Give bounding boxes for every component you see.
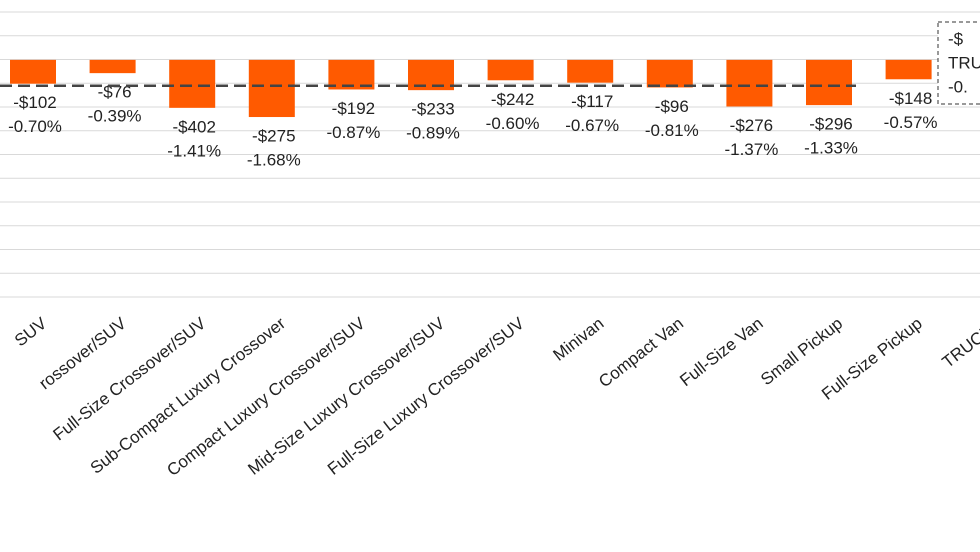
dollar-label: -$402 <box>172 117 215 136</box>
bar <box>567 59 614 83</box>
annotation-text: -0. <box>948 77 968 96</box>
dollar-label: -$233 <box>411 100 454 119</box>
value-label: -1.41% <box>167 141 221 160</box>
value-label: -1.37% <box>724 140 778 159</box>
dollar-label: -$117 <box>571 92 613 111</box>
value-label: -0.87% <box>326 123 380 142</box>
bar <box>487 59 534 81</box>
dollar-label: -$96 <box>655 97 689 116</box>
dollar-label: -$148 <box>889 89 932 108</box>
bar <box>646 59 693 88</box>
bar <box>885 59 932 80</box>
bar <box>10 59 56 84</box>
dollar-label: -$192 <box>332 99 375 118</box>
bar <box>806 59 852 106</box>
dollar-label: -$76 <box>98 83 132 102</box>
value-label: -0.67% <box>565 116 619 135</box>
dollar-label: -$276 <box>730 116 773 135</box>
value-label: -0.60% <box>486 114 540 133</box>
value-label: -0.70% <box>8 117 62 136</box>
value-label: -0.89% <box>406 124 460 143</box>
annotation-box <box>937 21 980 105</box>
value-label: -1.33% <box>804 139 858 158</box>
dollar-label: -$102 <box>13 93 56 112</box>
dollar-label: -$296 <box>809 115 852 134</box>
bar <box>726 59 773 107</box>
bar <box>89 59 136 74</box>
x-tick-label: TRUCKS <box>939 314 980 372</box>
x-tick-label: Compact Van <box>595 314 687 392</box>
x-tick-label: Full-Size Van <box>676 314 766 390</box>
bar <box>248 59 295 118</box>
x-tick-label: Full-Size Crossover/SUV <box>50 313 210 444</box>
value-label: -0.81% <box>645 121 699 140</box>
value-label: -0.39% <box>88 107 142 126</box>
bar <box>169 59 216 108</box>
annotation-text: -$ <box>948 29 964 48</box>
x-tick-label: SUV <box>11 313 51 350</box>
x-tick-label: Minivan <box>550 314 608 365</box>
value-label: -0.57% <box>884 113 938 132</box>
value-label: -1.68% <box>247 151 301 170</box>
dollar-label: -$242 <box>491 90 534 109</box>
dollar-label: -$275 <box>252 127 295 146</box>
annotation-text: TRU <box>948 53 980 72</box>
